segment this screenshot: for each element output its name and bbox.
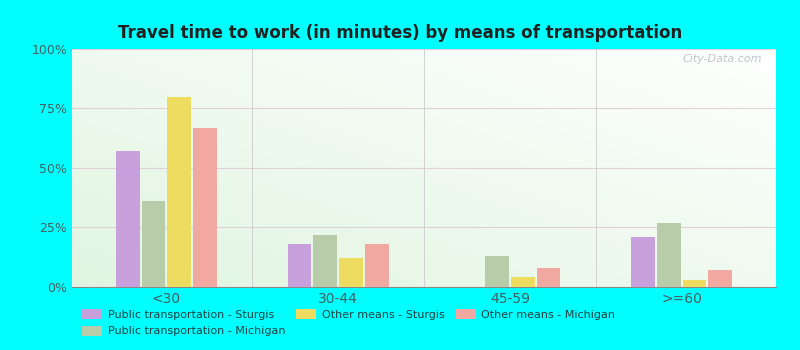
Text: Travel time to work (in minutes) by means of transportation: Travel time to work (in minutes) by mean… (118, 25, 682, 42)
Legend: Public transportation - Sturgis, Public transportation - Michigan, Other means -: Public transportation - Sturgis, Public … (78, 305, 619, 341)
Bar (288, 244, 311, 287)
Bar (116, 151, 140, 287)
Bar (657, 223, 681, 287)
Bar (194, 127, 217, 287)
Text: City-Data.com: City-Data.com (682, 54, 762, 64)
Bar (314, 234, 337, 287)
Bar (167, 97, 191, 287)
Bar (339, 258, 363, 287)
Bar (631, 237, 654, 287)
Bar (142, 201, 166, 287)
Bar (365, 244, 389, 287)
Bar (485, 256, 509, 287)
Bar (511, 278, 534, 287)
Bar (537, 268, 560, 287)
Bar (708, 270, 732, 287)
Bar (682, 280, 706, 287)
